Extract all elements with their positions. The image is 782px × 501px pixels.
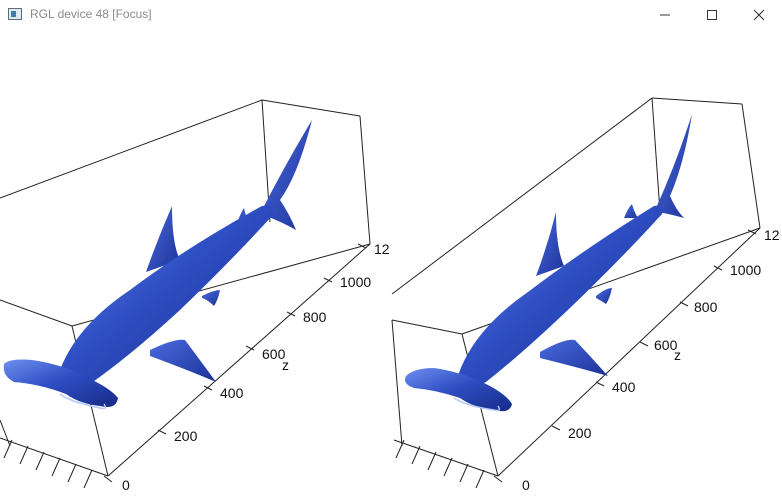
- minimize-icon: [660, 14, 670, 16]
- z-tick-400: 400: [220, 385, 244, 401]
- z-tick-200: 200: [568, 425, 592, 441]
- shark-model[interactable]: [405, 114, 692, 412]
- minimize-button[interactable]: [642, 0, 688, 30]
- z-tick-600: 600: [654, 337, 678, 353]
- z-tick-200: 200: [174, 428, 198, 444]
- window-title: RGL device 48 [Focus]: [30, 7, 152, 21]
- left-panel: 0 200 400 600 800 1000 12 z: [0, 99, 390, 493]
- shark-model[interactable]: [3, 120, 312, 410]
- close-button[interactable]: [736, 0, 782, 30]
- close-icon: [753, 9, 765, 21]
- app-icon: [8, 8, 22, 20]
- z-tick-1000: 1000: [340, 274, 371, 290]
- z-tick-12: 12: [764, 227, 780, 243]
- bounding-box: [0, 99, 371, 477]
- z-tick-1000: 1000: [730, 262, 761, 278]
- z-tick-0: 0: [522, 477, 530, 493]
- z-tick-800: 800: [303, 309, 327, 325]
- maximize-icon: [707, 10, 717, 20]
- z-tick-400: 400: [612, 379, 636, 395]
- bounding-box: [391, 97, 761, 477]
- z-tick-600: 600: [262, 346, 286, 362]
- z-tick-12: 12: [374, 241, 390, 257]
- z-axis: [0, 243, 371, 489]
- z-axis-label: z: [282, 357, 289, 373]
- maximize-button[interactable]: [689, 0, 735, 30]
- z-tick-800: 800: [694, 299, 718, 315]
- title-bar[interactable]: RGL device 48 [Focus]: [0, 0, 782, 30]
- z-axis-label: z: [674, 347, 681, 363]
- right-panel: 0 200 400 600 800 1000 12 z: [391, 97, 780, 493]
- z-tick-0: 0: [122, 477, 130, 493]
- rgl-3d-scene[interactable]: 0 200 400 600 800 1000 12 z: [0, 30, 782, 501]
- z-axis: [393, 227, 761, 489]
